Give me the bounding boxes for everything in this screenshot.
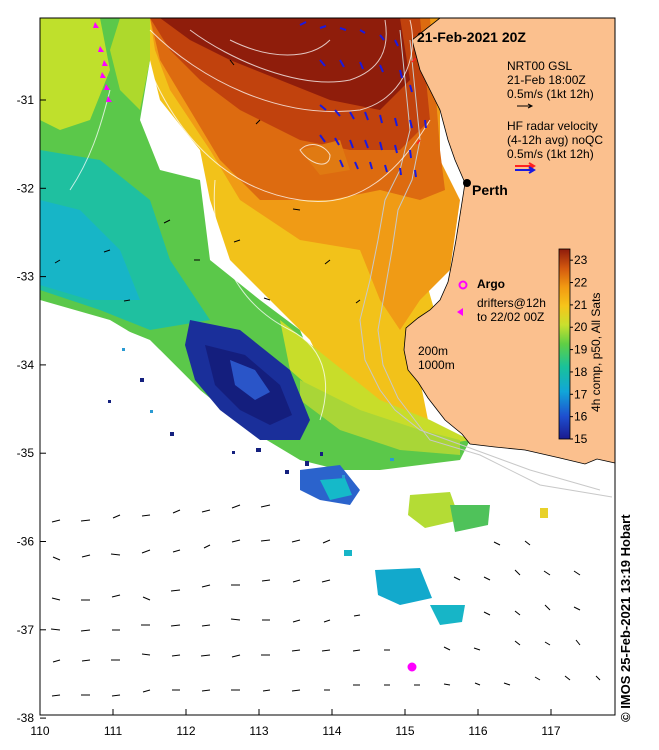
colorbar-tick-label-6: 17 — [574, 387, 588, 401]
legend-gsl-title: NRT00 GSL — [507, 59, 572, 73]
y-tick-label-0: -31 — [17, 93, 35, 107]
legend-hf-scale: 0.5m/s (1kt 12h) — [507, 147, 594, 161]
y-tick-label-1: -32 — [17, 181, 35, 195]
colorbar-tick-label-4: 19 — [574, 343, 588, 357]
y-tick-label-5: -36 — [17, 535, 35, 549]
legend-gsl-scale: 0.5m/s (1kt 12h) — [507, 87, 594, 101]
x-tick-label-2: 112 — [176, 724, 195, 738]
y-tick-label-7: -38 — [17, 711, 35, 725]
legend-gsl-arrow — [517, 103, 534, 109]
colorbar-tick-label-7: 16 — [574, 410, 588, 424]
drifter-legend-marker — [457, 308, 463, 316]
colorbar-label: 4h comp, p50, All Sats — [589, 293, 603, 412]
map-title: 21-Feb-2021 20Z — [417, 29, 526, 45]
x-tick-label-7: 117 — [541, 724, 560, 738]
y-tick-label-3: -34 — [17, 358, 35, 372]
argo-float — [407, 662, 417, 672]
x-tick-label-5: 115 — [395, 724, 414, 738]
legend-depth-1000: 1000m — [418, 358, 455, 372]
colorbar-tick-label-1: 22 — [574, 276, 588, 290]
plot-frame — [39, 17, 616, 716]
colorbar-tick-label-2: 21 — [574, 298, 588, 312]
x-axis: 110 111 112 113 114 115 116 117 — [30, 709, 561, 738]
colorbar-tick-label-0: 23 — [574, 253, 588, 267]
y-tick-label-2: -33 — [17, 270, 35, 284]
legend-argo: Argo — [477, 277, 505, 291]
legend-hf-subtitle: (4-12h avg) noQC — [507, 133, 603, 147]
legend-drifters-line1: drifters@12h — [477, 296, 546, 310]
perth-marker — [463, 179, 471, 187]
perth-label: Perth — [472, 182, 508, 198]
colorbar-scale — [558, 248, 571, 440]
gsl-current-arrows — [50, 59, 601, 697]
argo-marker — [458, 280, 468, 290]
drifter-track-south — [408, 663, 416, 671]
legend-drifters-line2: to 22/02 00Z — [477, 310, 544, 324]
y-axis: -31 -32 -33 -34 -35 -36 -37 -38 — [17, 93, 46, 725]
bathymetry-contours — [359, 29, 613, 498]
legend-hf-blue-arrow — [515, 166, 536, 174]
sst-field — [40, 18, 548, 625]
legend-hf-title: HF radar velocity — [507, 119, 598, 133]
colorbar: 23 22 21 20 19 18 17 16 15 4h comp, p50, All Sat… — [558, 248, 603, 446]
y-tick-label-6: -37 — [17, 623, 35, 637]
credit-text: © IMOS 25-Feb-2021 13:19 Hobart — [618, 514, 633, 722]
x-tick-label-3: 113 — [249, 724, 268, 738]
y-tick-label-4: -35 — [17, 446, 35, 460]
colorbar-tick-label-3: 20 — [574, 320, 588, 334]
sst-contours — [69, 19, 431, 421]
hf-radar-arrows — [299, 21, 427, 178]
colorbar-tick-label-5: 18 — [574, 365, 588, 379]
x-tick-label-0: 110 — [30, 724, 49, 738]
x-tick-label-6: 116 — [468, 724, 487, 738]
legend-depth-200: 200m — [418, 344, 448, 358]
colorbar-tick-label-8: 15 — [574, 432, 588, 446]
x-tick-label-1: 111 — [104, 724, 123, 738]
hf-radar-nearshore-arrows — [411, 57, 421, 145]
drifter-track — [93, 22, 112, 102]
legend-gsl-time: 21-Feb 18:00Z — [507, 73, 586, 87]
legend: NRT00 GSL 21-Feb 18:00Z 0.5m/s (1kt 12h)… — [418, 59, 603, 372]
x-tick-label-4: 114 — [322, 724, 341, 738]
